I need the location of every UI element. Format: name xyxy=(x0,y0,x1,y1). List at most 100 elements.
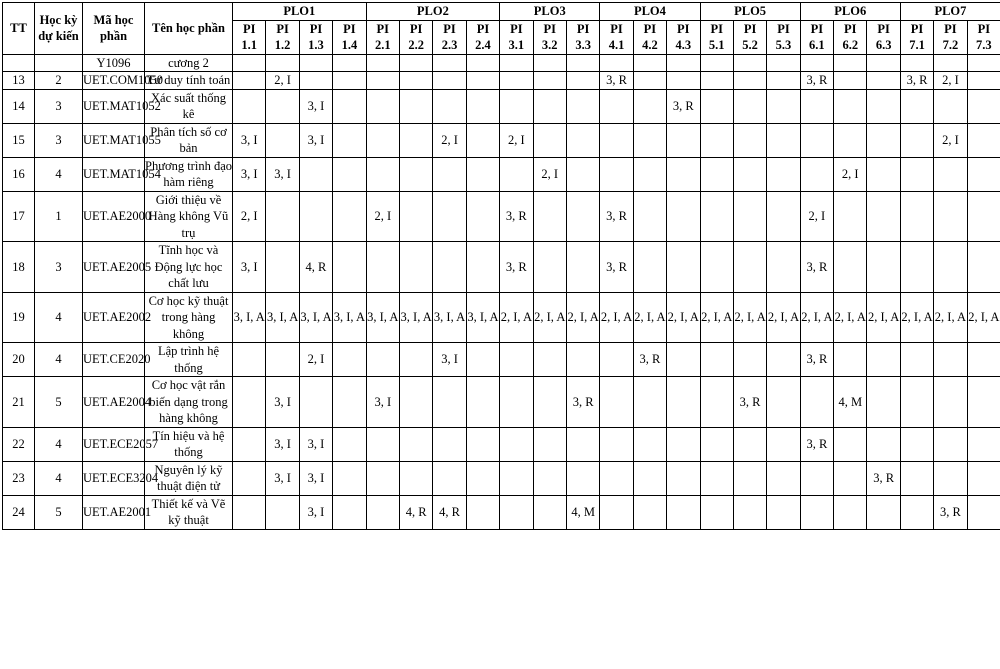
pi-label-prefix: PI xyxy=(968,21,1000,38)
row-pi-cell-pi-4-2 xyxy=(633,72,666,90)
row-pi-cell-pi-3-1: 3, R xyxy=(500,242,533,293)
row-pi-cell-pi-6-1 xyxy=(800,377,833,428)
row-pi-cell-pi-7-1 xyxy=(900,377,933,428)
row-pi-cell-pi-1-1 xyxy=(233,461,266,495)
pi-cell-token: R xyxy=(819,352,827,366)
pi-label-number: 4.2 xyxy=(634,37,666,54)
pi-label-number: 6.1 xyxy=(801,37,833,54)
pi-cell-token: A xyxy=(857,310,866,324)
row-pi-cell-pi-1-3: 3, I xyxy=(299,495,332,529)
pi-cell-token: I, xyxy=(680,310,687,324)
row-semester: 2 xyxy=(35,72,83,90)
pi-cell-token: 3, xyxy=(308,437,317,451)
row-semester: 5 xyxy=(35,495,83,529)
row-pi-cell-pi-2-1 xyxy=(366,343,399,377)
row-pi-cell-pi-7-3 xyxy=(967,495,1000,529)
pi-cell-token: A xyxy=(723,310,732,324)
pi-cell-token: 2, xyxy=(634,310,643,324)
pi-cell-token: A xyxy=(289,310,298,324)
pi-cell-token: 3, xyxy=(274,437,283,451)
row-stt: 14 xyxy=(3,89,35,123)
pi-cell-token: A xyxy=(389,310,398,324)
row-pi-cell-pi-4-3 xyxy=(667,54,700,72)
row-pi-cell-pi-1-3 xyxy=(299,54,332,72)
row-pi-cell-pi-4-1 xyxy=(600,461,633,495)
pi-cell-token: R xyxy=(518,209,526,223)
pi-cell-token: 2, xyxy=(668,310,677,324)
row-pi-cell-pi-6-1: 3, R xyxy=(800,242,833,293)
row-pi-cell-pi-5-1 xyxy=(700,157,733,191)
pi-cell-token: A xyxy=(590,310,599,324)
pi-cell-token: I xyxy=(287,73,291,87)
pi-cell-token: 3, xyxy=(639,352,648,366)
row-pi-cell-pi-2-4: 3, I, A xyxy=(466,292,499,343)
row-semester: 3 xyxy=(35,123,83,157)
row-pi-cell-pi-3-3: 3, R xyxy=(566,377,599,428)
row-pi-cell-pi-1-4 xyxy=(333,343,366,377)
row-pi-cell-pi-4-2 xyxy=(633,242,666,293)
row-course-name: Tĩnh học và Động lực học chất lưu xyxy=(145,242,233,293)
row-pi-cell-pi-5-2 xyxy=(733,427,766,461)
pi-cell-token: 3, xyxy=(434,310,443,324)
pi-cell-token: I, xyxy=(714,310,721,324)
pi-cell-token: I, xyxy=(547,310,554,324)
row-pi-cell-pi-1-2 xyxy=(266,54,299,72)
pi-cell-token: R xyxy=(685,99,693,113)
row-pi-cell-pi-6-1 xyxy=(800,157,833,191)
row-pi-cell-pi-2-1 xyxy=(366,495,399,529)
row-pi-cell-pi-7-1 xyxy=(900,54,933,72)
row-pi-cell-pi-6-3 xyxy=(867,123,900,157)
pi-cell-token: 3, xyxy=(374,395,383,409)
pi-cell-token: 3, xyxy=(300,310,309,324)
row-pi-cell-pi-6-3 xyxy=(867,495,900,529)
row-pi-cell-pi-1-1 xyxy=(233,427,266,461)
pi-cell-token: A xyxy=(790,310,799,324)
row-pi-cell-pi-5-3 xyxy=(767,461,800,495)
pi-cell-token: 3, xyxy=(606,260,615,274)
pi-label-prefix: PI xyxy=(667,21,699,38)
row-pi-cell-pi-1-3: 4, R xyxy=(299,242,332,293)
pi-label-prefix: PI xyxy=(701,21,733,38)
row-pi-cell-pi-5-3 xyxy=(767,495,800,529)
pi-label-number: 7.1 xyxy=(901,37,933,54)
pi-cell-token: A xyxy=(623,310,632,324)
header-ten-hoc-phan: Tên học phần xyxy=(145,3,233,55)
row-pi-cell-pi-4-3 xyxy=(667,427,700,461)
row-pi-cell-pi-2-4 xyxy=(466,89,499,123)
row-pi-cell-pi-4-2: 3, R xyxy=(633,343,666,377)
row-pi-cell-pi-1-1 xyxy=(233,343,266,377)
row-pi-cell-pi-7-3 xyxy=(967,123,1000,157)
row-semester: 4 xyxy=(35,292,83,343)
row-pi-cell-pi-7-2 xyxy=(934,427,967,461)
pi-cell-token: 3, xyxy=(806,352,815,366)
row-pi-cell-pi-7-3 xyxy=(967,54,1000,72)
pi-cell-token: R xyxy=(518,260,526,274)
row-pi-cell-pi-1-4 xyxy=(333,495,366,529)
pi-cell-token: R xyxy=(919,73,927,87)
pi-label-number: 2.4 xyxy=(467,37,499,54)
row-pi-cell-pi-1-1 xyxy=(233,377,266,428)
pi-cell-token: I xyxy=(320,471,324,485)
row-pi-cell-pi-7-3 xyxy=(967,191,1000,242)
pi-cell-token: I, xyxy=(613,310,620,324)
row-pi-cell-pi-6-1: 2, I xyxy=(800,191,833,242)
pi-cell-token: A xyxy=(924,310,933,324)
row-pi-cell-pi-1-4 xyxy=(333,461,366,495)
row-pi-cell-pi-1-1 xyxy=(233,54,266,72)
pi-cell-token: I xyxy=(854,167,858,181)
pi-cell-token: A xyxy=(456,310,465,324)
pi-label-prefix: PI xyxy=(901,21,933,38)
row-pi-cell-pi-2-3: 2, I xyxy=(433,123,466,157)
row-pi-cell-pi-1-4 xyxy=(333,157,366,191)
pi-cell-token: 3, xyxy=(274,395,283,409)
pi-cell-token: I xyxy=(521,133,525,147)
pi-cell-token: 3, xyxy=(234,310,243,324)
